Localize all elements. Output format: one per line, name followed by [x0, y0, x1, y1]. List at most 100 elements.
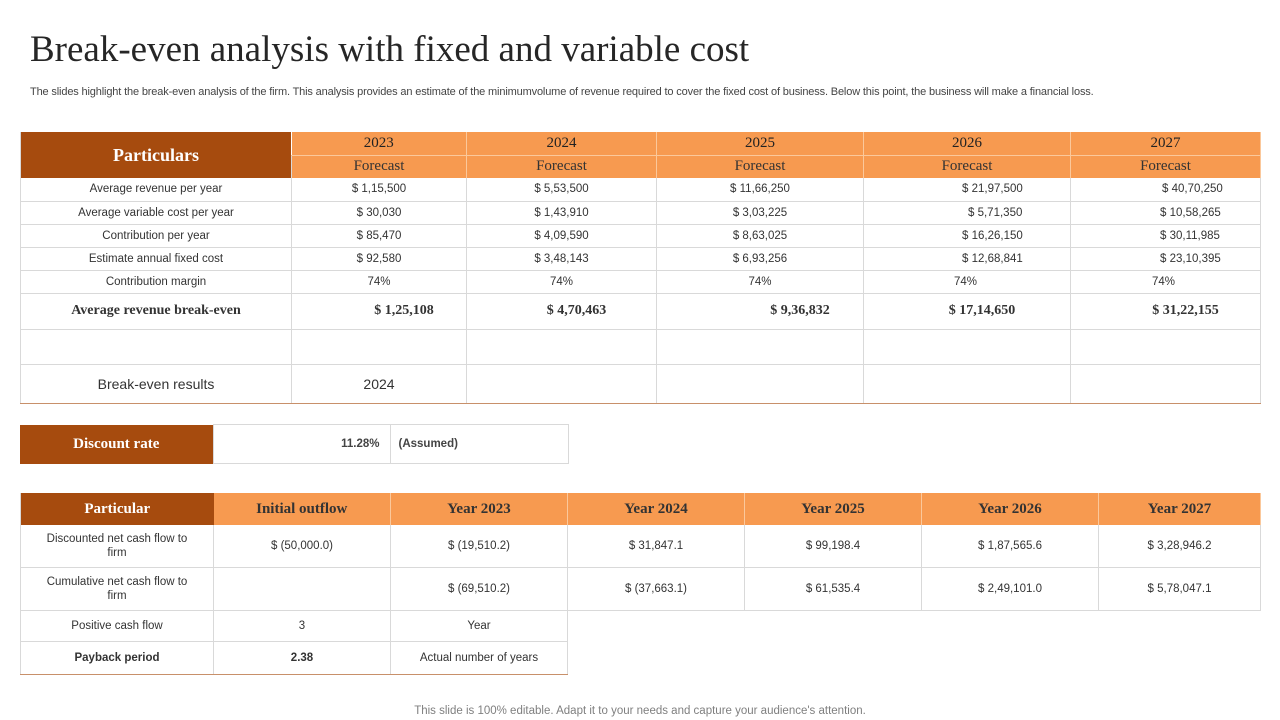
page-subtitle: The slides highlight the break-even anal… [30, 86, 1094, 98]
empty-cell [1070, 364, 1261, 404]
cell [213, 567, 391, 611]
row-label: Average revenue break-even [20, 293, 292, 330]
forecast-header: Forecast [656, 155, 864, 178]
cell: 74% [466, 270, 657, 294]
cell: $ 16,26,150 [863, 224, 1071, 248]
cell: 74% [291, 270, 467, 294]
forecast-header: Forecast [466, 155, 657, 178]
cell: $ (19,510.2) [390, 525, 568, 568]
cell: $ 30,11,985 [1070, 224, 1261, 248]
cell: $ 21,97,500 [863, 178, 1071, 202]
row-label: Positive cash flow [20, 610, 214, 642]
cell: $ 5,71,350 [863, 201, 1071, 225]
cell: $ 3,48,143 [466, 247, 657, 271]
column-header: Year 2025 [744, 493, 922, 525]
footer-note: This slide is 100% editable. Adapt it to… [414, 705, 866, 717]
empty-area [568, 610, 1261, 641]
row-label: Break-even results [20, 364, 292, 404]
cell: $ 6,93,256 [656, 247, 864, 271]
cell: $ 23,10,395 [1070, 247, 1261, 271]
row-label: Contribution margin [20, 270, 292, 294]
cell: $ 99,198.4 [744, 525, 922, 568]
table-row [20, 329, 1261, 365]
cell: $ (50,000.0) [213, 525, 391, 568]
result-row: Break-even results 2024 [20, 364, 1261, 404]
table-row: Estimate annual fixed cost $ 92,580 $ 3,… [20, 247, 1261, 271]
forecast-header: Forecast [863, 155, 1071, 178]
positive-cash-flow-value: 3 [213, 610, 391, 642]
discount-rate-label: Discount rate [20, 424, 213, 464]
empty-cell [20, 329, 292, 365]
cell: $ 1,43,910 [466, 201, 657, 225]
cell: $ 5,53,500 [466, 178, 657, 202]
empty-area [568, 641, 1261, 674]
cell: $ 1,87,565.6 [921, 525, 1099, 568]
column-header: Particular [20, 493, 214, 525]
empty-cell [291, 329, 467, 365]
forecast-header: Forecast [291, 155, 467, 178]
discount-rate-value: 11.28% [212, 424, 391, 464]
cell: $ 4,09,590 [466, 224, 657, 248]
cell: $ (37,663.1) [567, 567, 745, 611]
row-label: Cumulative net cash flow to firm [20, 567, 214, 611]
table-row: Cumulative net cash flow to firm $ (69,5… [20, 567, 1261, 611]
positive-cash-flow-unit: Year [390, 610, 568, 642]
page-title: Break-even analysis with fixed and varia… [30, 29, 750, 70]
breakeven-row: Average revenue break-even $ 1,25,108 $ … [20, 293, 1261, 330]
cell: $ 3,28,946.2 [1098, 525, 1261, 568]
cell: $ 61,535.4 [744, 567, 922, 611]
column-header: Initial outflow [213, 493, 391, 525]
column-header: Year 2027 [1098, 493, 1261, 525]
empty-cell [656, 364, 864, 404]
cell: $ 40,70,250 [1070, 178, 1261, 202]
cell: $ 8,63,025 [656, 224, 864, 248]
discount-rate-table: Discount rate 11.28% (Assumed) [20, 424, 569, 464]
cell: $ (69,510.2) [390, 567, 568, 611]
cashflow-table: Particular Initial outflow Year 2023 Yea… [20, 493, 1261, 675]
table-row: Positive cash flow 3 Year [20, 610, 1261, 642]
cell: $ 5,78,047.1 [1098, 567, 1261, 611]
cell: $ 1,15,500 [291, 178, 467, 202]
row-label: Contribution per year [20, 224, 292, 248]
empty-cell [863, 329, 1071, 365]
cell: $ 4,70,463 [466, 293, 657, 330]
cell: $ 10,58,265 [1070, 201, 1261, 225]
year-header: 2027 [1070, 132, 1261, 156]
payback-period-unit: Actual number of years [390, 641, 568, 675]
table-row: Average revenue per year $ 1,15,500 $ 5,… [20, 178, 1261, 202]
row-label: Discounted net cash flow to firm [20, 525, 214, 568]
empty-cell [466, 329, 657, 365]
cell: $ 85,470 [291, 224, 467, 248]
cell: $ 11,66,250 [656, 178, 864, 202]
cell: 74% [1070, 270, 1261, 294]
empty-cell [656, 329, 864, 365]
cell: $ 12,68,841 [863, 247, 1071, 271]
cell: $ 31,847.1 [567, 525, 745, 568]
row-label: Payback period [20, 641, 214, 675]
particulars-header: Particulars [20, 132, 292, 178]
column-header: Year 2024 [567, 493, 745, 525]
breakeven-table: Particulars 2023 2024 2025 2026 2027 For… [20, 132, 1261, 404]
column-header: Year 2026 [921, 493, 1099, 525]
cell: $ 2,49,101.0 [921, 567, 1099, 611]
breakeven-result-value: 2024 [291, 364, 467, 404]
table-row: Contribution margin 74% 74% 74% 74% 74% [20, 270, 1261, 294]
cell: $ 31,22,155 [1070, 293, 1261, 330]
forecast-header: Forecast [1070, 155, 1261, 178]
discount-rate-note: (Assumed) [389, 424, 569, 464]
row-label: Average revenue per year [20, 178, 292, 202]
table-row: Contribution per year $ 85,470 $ 4,09,59… [20, 224, 1261, 248]
year-header: 2026 [863, 132, 1071, 156]
column-header: Year 2023 [390, 493, 568, 525]
cell: $ 92,580 [291, 247, 467, 271]
empty-cell [466, 364, 657, 404]
row-label: Average variable cost per year [20, 201, 292, 225]
cell: $ 17,14,650 [863, 293, 1071, 330]
empty-cell [863, 364, 1071, 404]
cell: 74% [863, 270, 1071, 294]
year-header: 2024 [466, 132, 657, 156]
year-header: 2023 [291, 132, 467, 156]
cell: 74% [656, 270, 864, 294]
payback-period-value: 2.38 [213, 641, 391, 675]
cell: $ 3,03,225 [656, 201, 864, 225]
